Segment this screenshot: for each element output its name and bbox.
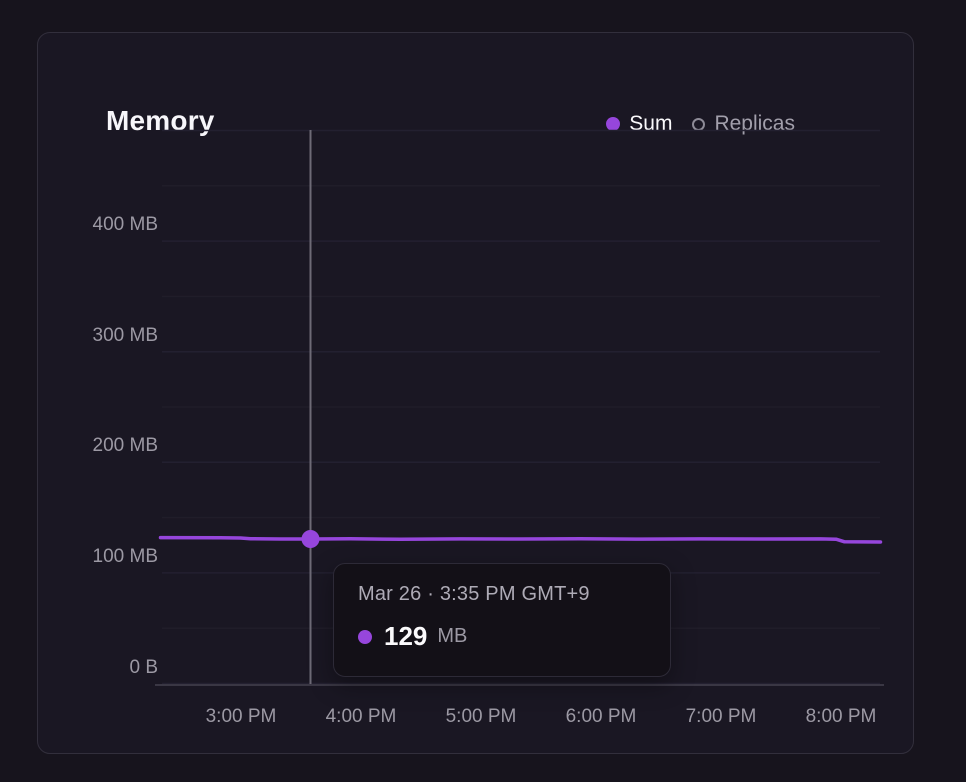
legend-replicas-label: Replicas bbox=[714, 112, 795, 135]
legend-item-sum[interactable]: Sum bbox=[606, 112, 672, 136]
legend-sum-label: Sum bbox=[629, 112, 673, 135]
x-tick-6pm: 6:00 PM bbox=[565, 706, 637, 727]
x-tick-8pm: 8:00 PM bbox=[805, 706, 877, 727]
x-tick-7pm: 7:00 PM bbox=[685, 706, 757, 727]
hover-point-marker bbox=[301, 530, 320, 548]
tooltip-unit: MB bbox=[437, 625, 468, 647]
y-tick-200mb: 200 MB bbox=[92, 435, 158, 456]
x-axis: 3:00 PM 4:00 PM 5:00 PM 6:00 PM 7:00 PM … bbox=[0, 703, 882, 731]
hover-tooltip: Mar 26 · 3:35 PM GMT+9 129 MB bbox=[333, 563, 671, 677]
tooltip-series-dot-icon bbox=[358, 629, 372, 644]
sum-filled-dot-icon bbox=[606, 117, 621, 131]
x-tick-5pm: 5:00 PM bbox=[445, 706, 517, 727]
legend-item-replicas[interactable]: Replicas bbox=[692, 112, 795, 136]
y-tick-100mb: 100 MB bbox=[92, 546, 158, 567]
tooltip-value-row: 129 MB bbox=[358, 621, 646, 652]
x-tick-3pm: 3:00 PM bbox=[205, 706, 277, 727]
replicas-hollow-circle-icon bbox=[692, 117, 706, 131]
y-tick-0b: 0 B bbox=[129, 657, 158, 678]
x-tick-4pm: 4:00 PM bbox=[325, 706, 397, 727]
chart-legend: Sum Replicas bbox=[606, 111, 795, 137]
tooltip-timestamp: Mar 26 · 3:35 PM GMT+9 bbox=[358, 583, 590, 605]
sum-series-line bbox=[158, 535, 883, 544]
y-tick-300mb: 300 MB bbox=[92, 325, 158, 346]
x-axis-line bbox=[155, 684, 884, 686]
y-tick-400mb: 400 MB bbox=[92, 214, 158, 235]
tooltip-value: 129 bbox=[384, 621, 428, 651]
